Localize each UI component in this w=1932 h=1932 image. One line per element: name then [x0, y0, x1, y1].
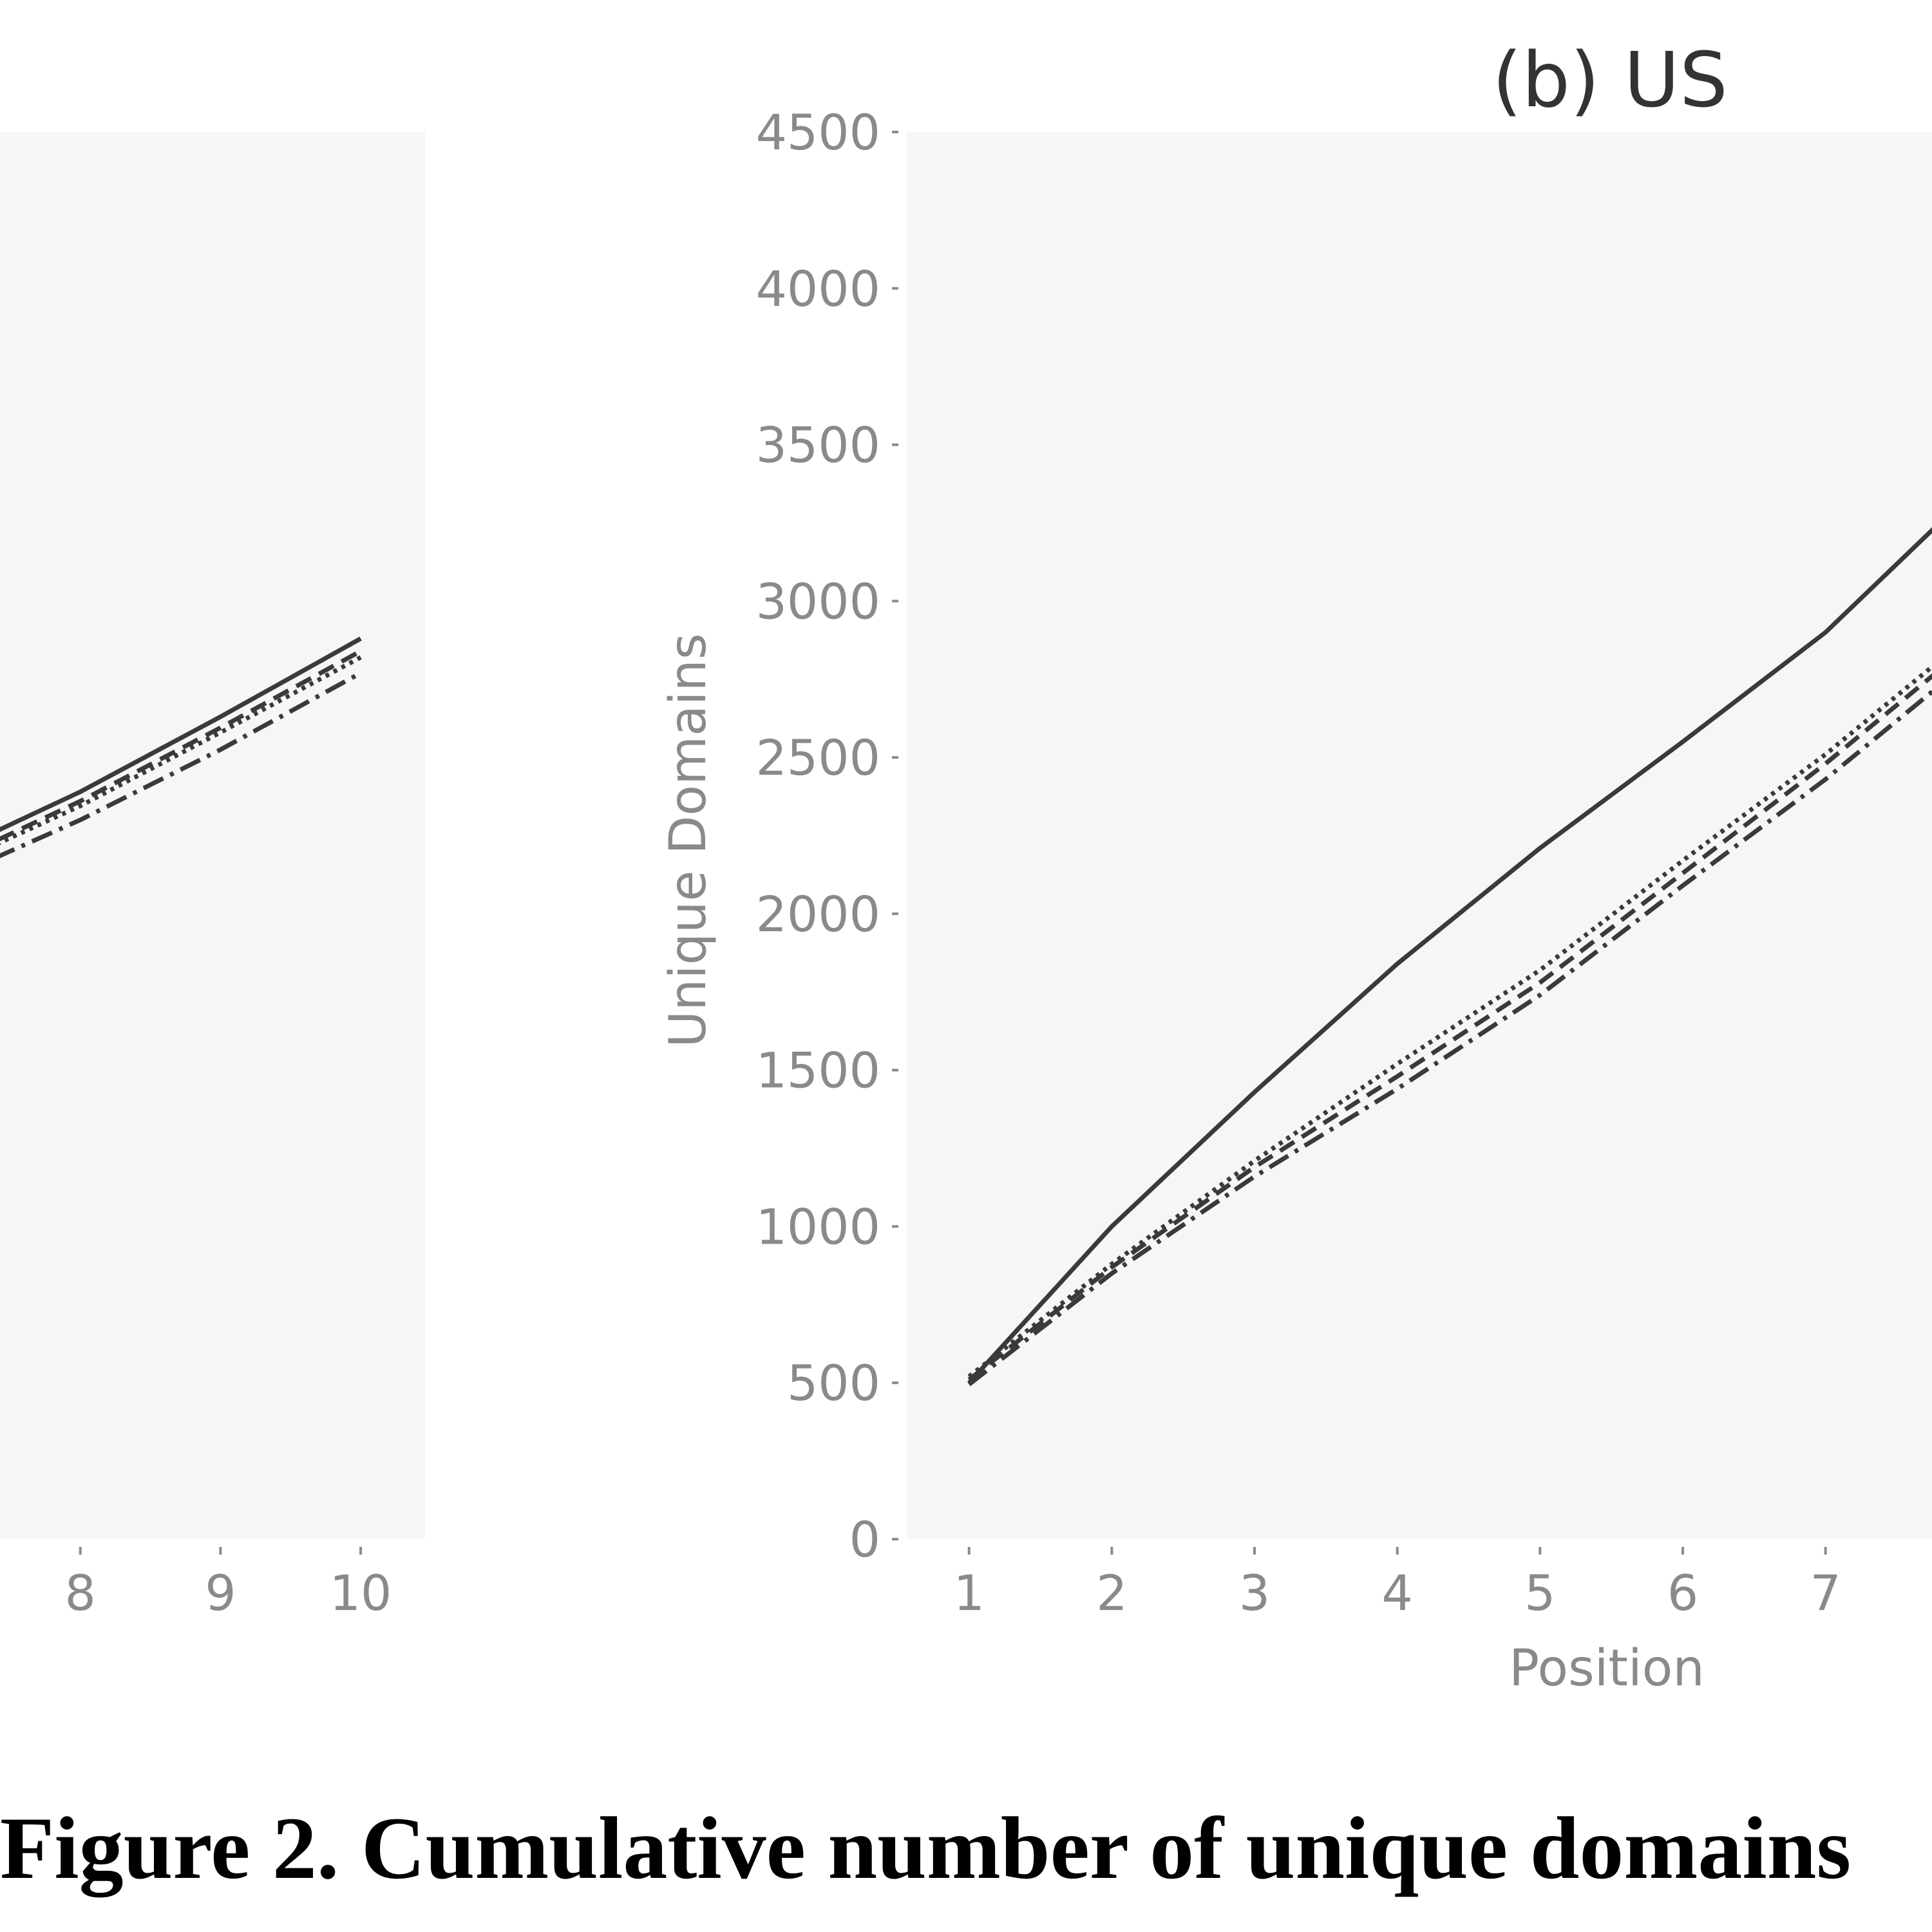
x-tick-label: 4 — [1382, 1564, 1413, 1622]
x-tick-label: 2 — [1096, 1564, 1127, 1622]
panel-b-y-axis-label: Unique Domains — [659, 633, 717, 1047]
y-tick-label: 1500 — [756, 1042, 880, 1099]
y-tick-label: 4000 — [756, 260, 880, 317]
panel-b-series — [967, 527, 1932, 1387]
panel-b-y-ticks: 0 500 1000 1500 2000 2500 3000 3500 4000 4500 — [756, 104, 898, 1568]
panel-b-x-ticks: 1 2 3 4 5 6 7 — [954, 1547, 1841, 1622]
figure-caption: Figure 2. Cumulative number of unique do… — [0, 1799, 1852, 1897]
series-line-dotted — [0, 655, 362, 846]
x-tick-label: 1 — [954, 1564, 985, 1622]
series-line-dashed — [967, 673, 1932, 1382]
panel-b-x-axis-label: Position — [1509, 1640, 1705, 1698]
panel-a-plot-area — [0, 132, 425, 1539]
series-line-dashdot — [0, 670, 362, 858]
series-line-dashed — [0, 649, 362, 842]
x-tick-label: 6 — [1667, 1564, 1698, 1622]
panel-b-plot-area — [907, 132, 1932, 1539]
panel-a-series — [0, 636, 362, 858]
y-tick-label: 2000 — [756, 886, 880, 943]
series-line-dotted — [967, 663, 1932, 1379]
y-tick-label: 1000 — [756, 1198, 880, 1255]
panel-b: (b) US 0 500 1000 1500 2000 2500 3000 3500 4000 4… — [659, 35, 1932, 1698]
y-tick-label: 3500 — [756, 417, 880, 474]
y-tick-label: 3000 — [756, 573, 880, 630]
x-tick-label: 10 — [330, 1564, 392, 1622]
y-tick-label: 2500 — [756, 729, 880, 786]
x-tick-label: 8 — [65, 1564, 96, 1622]
y-tick-label: 0 — [849, 1511, 880, 1568]
panel-a-x-ticks: 8 9 10 — [65, 1547, 392, 1622]
y-tick-label: 4500 — [756, 104, 880, 161]
panel-b-title: (b) US — [1492, 35, 1728, 124]
x-tick-label: 3 — [1239, 1564, 1270, 1622]
x-tick-label: 7 — [1810, 1564, 1841, 1622]
series-line-solid — [0, 636, 362, 832]
x-tick-label: 9 — [205, 1564, 236, 1622]
panel-a: 8 9 10 — [0, 132, 425, 1622]
x-tick-label: 5 — [1524, 1564, 1555, 1622]
series-line-solid — [967, 527, 1932, 1385]
series-line-dashdot — [967, 688, 1932, 1387]
y-tick-label: 500 — [787, 1354, 880, 1412]
